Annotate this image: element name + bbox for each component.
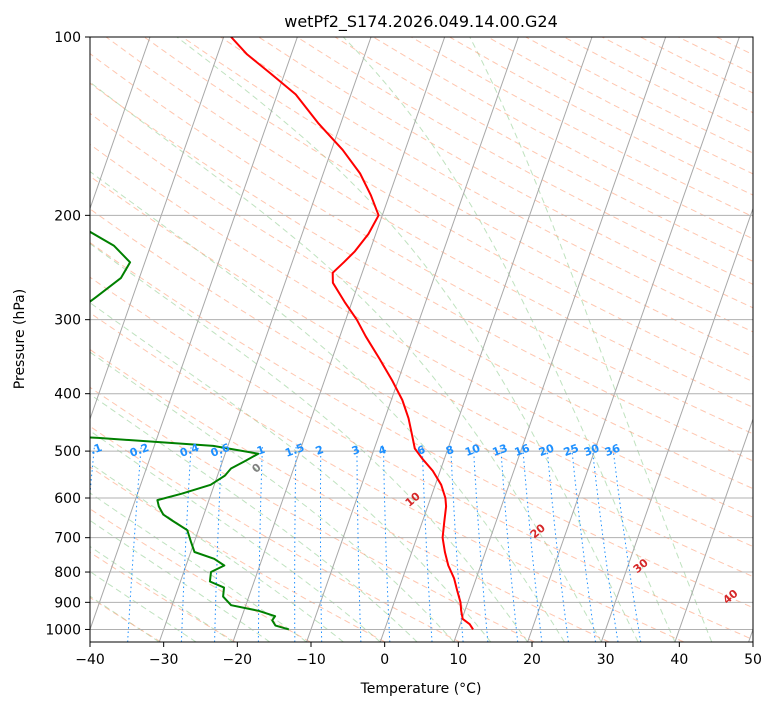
x-tick-label: −30 (149, 652, 179, 668)
isotherm-line (90, 37, 151, 211)
isotherm-line (158, 37, 372, 642)
x-axis-label: Temperature (°C) (360, 681, 482, 697)
mixing-ratio-label: 6 (415, 443, 427, 458)
x-tick-label: 20 (523, 652, 541, 668)
dry-adiabat (220, 37, 753, 333)
dry-adiabat (90, 53, 753, 435)
dry-adiabat (90, 143, 753, 518)
mixing-ratio-label: 4 (377, 443, 389, 458)
moist-adiabat (90, 519, 271, 642)
mixing-ratio-label: 16 (513, 442, 532, 460)
isobars (90, 37, 753, 630)
dry-adiabat (105, 37, 753, 408)
y-tick-label: 500 (54, 444, 81, 460)
y-axis-ticks: 100 200 300 400 500 600 700 800 900 1000 (45, 30, 90, 638)
dry-adiabat (90, 551, 236, 642)
isotherm-line (674, 417, 753, 642)
dewpoint-profile (90, 230, 290, 631)
mixing-ratio-label: 8 (444, 443, 456, 458)
moist-adiabat (176, 37, 639, 642)
isotherm-line (306, 37, 519, 642)
y-tick-label: 800 (54, 565, 81, 581)
mixing-ratio-label: 3 (350, 443, 362, 458)
moist-adiabat (90, 242, 528, 642)
dry-adiabat (90, 112, 753, 490)
mixing-ratio-label: 20 (537, 442, 556, 460)
dry-adiabat (90, 276, 753, 641)
mixing-ratio-label: 0.4 (178, 441, 201, 460)
isotherm-line (379, 37, 593, 642)
y-tick-label: 600 (54, 491, 81, 507)
x-tick-label: −20 (223, 652, 253, 668)
moist-adiabat (90, 393, 418, 642)
mixing-ratio-label: 10 (463, 442, 482, 460)
moist-adiabat (342, 37, 676, 642)
dry-adiabat (90, 208, 753, 578)
plot-frame (89, 36, 754, 643)
x-tick-label: 50 (744, 652, 762, 668)
isotherms (90, 37, 753, 642)
moist-adiabat (90, 81, 602, 642)
dry-adiabats (90, 37, 753, 642)
isotherm-line (90, 37, 225, 421)
isotherm-line (90, 37, 298, 631)
mixing-ratio-label: 36 (603, 442, 622, 460)
x-tick-label: −10 (296, 652, 326, 668)
y-tick-label: 700 (54, 531, 81, 547)
x-tick-label: 30 (597, 652, 615, 668)
plot-area: 0.10.20.40.611.52346810131620253036-100-… (90, 37, 753, 642)
dry-adiabat (90, 508, 311, 642)
mixing-ratio-label: 1.5 (283, 441, 306, 460)
x-tick-label: 0 (380, 652, 389, 668)
y-tick-label: 900 (54, 595, 81, 611)
y-axis-label: Pressure (hPa) (12, 289, 28, 389)
dry-adiabat (90, 312, 685, 642)
x-axis-ticks: −40 −30 −20 −10 0 10 20 30 40 50 (75, 642, 762, 668)
isotherm-line (453, 37, 667, 642)
chart-title: wetPf2_S174.2026.049.14.00.G24 (284, 12, 558, 32)
dry-adiabat (90, 386, 535, 642)
y-tick-label: 1000 (45, 622, 81, 638)
y-tick-label: 100 (54, 30, 81, 46)
isotherm-line (232, 37, 446, 642)
y-tick-label: 400 (54, 387, 81, 403)
moist-adiabat (90, 545, 234, 642)
mixing-ratio-label: 30 (582, 442, 601, 460)
isotherm-line (600, 206, 753, 642)
dry-adiabat (90, 425, 460, 642)
mixing-ratio-label: 1 (255, 443, 267, 458)
temperature-profile (230, 37, 474, 630)
moist-adiabat (469, 37, 713, 642)
sounding-profiles (90, 37, 474, 631)
y-tick-label: 200 (54, 208, 81, 224)
mixing-ratio-label: 0.6 (209, 441, 232, 460)
x-tick-label: 40 (670, 652, 688, 668)
x-tick-label: −40 (75, 652, 105, 668)
x-tick-label: 10 (449, 652, 467, 668)
moist-adiabat (90, 302, 492, 642)
mixing-ratio-label: 25 (562, 442, 581, 459)
mixing-ratio-label: 0.2 (128, 441, 151, 460)
mixing-ratio-label: 2 (314, 443, 326, 458)
dry-adiabat (90, 175, 753, 548)
isotherm-line (527, 37, 740, 642)
moist-adiabat (90, 351, 455, 642)
mixing-ratio-label: 13 (491, 442, 510, 459)
y-tick-label: 300 (54, 313, 81, 329)
dry-adiabat (258, 37, 753, 309)
